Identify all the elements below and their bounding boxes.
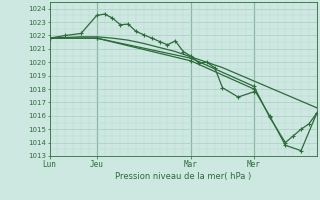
X-axis label: Pression niveau de la mer( hPa ): Pression niveau de la mer( hPa ) (115, 172, 251, 181)
